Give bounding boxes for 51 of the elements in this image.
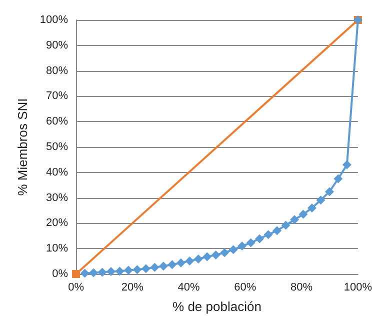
point — [307, 203, 316, 212]
x-tick-label: 100% — [344, 282, 372, 294]
y-tick-label: 70% — [46, 90, 68, 102]
x-tick-label: 20% — [121, 282, 144, 294]
point — [98, 268, 107, 277]
x-axis-title: % de población — [172, 299, 262, 314]
point — [106, 266, 116, 276]
y-tick-label: 50% — [46, 141, 68, 153]
x-tick-label: 80% — [290, 282, 313, 294]
point — [150, 262, 160, 272]
x-tick-label: 60% — [234, 282, 256, 294]
y-tick-label: 80% — [46, 64, 68, 77]
point — [281, 220, 290, 230]
point — [272, 226, 282, 236]
x-tick-label: 0% — [68, 282, 84, 294]
point — [342, 160, 352, 170]
point — [168, 260, 177, 270]
x-tick-label: 40% — [178, 282, 200, 294]
point — [72, 270, 80, 278]
y-tick-label: 40% — [46, 166, 68, 178]
point — [141, 264, 150, 274]
point — [132, 265, 142, 274]
point — [298, 210, 308, 219]
point — [334, 174, 343, 184]
y-tick-label: 60% — [46, 116, 68, 128]
point — [246, 238, 256, 248]
point — [264, 230, 273, 240]
y-tick-label: 100% — [40, 14, 68, 26]
point — [80, 268, 90, 278]
point — [220, 248, 230, 258]
point — [228, 245, 238, 254]
point — [124, 266, 133, 275]
point — [185, 256, 194, 266]
point — [115, 266, 124, 276]
point — [202, 252, 212, 262]
point — [194, 254, 203, 264]
point — [324, 187, 334, 196]
point — [211, 250, 220, 260]
y-tick-label: 30% — [46, 192, 68, 204]
y-tick-label: 0% — [52, 268, 68, 280]
point — [238, 242, 247, 251]
point — [316, 196, 326, 205]
point — [255, 234, 264, 244]
y-tick-label: 90% — [46, 39, 68, 52]
point — [158, 262, 168, 271]
point — [89, 268, 98, 278]
y-tick-label: 10% — [46, 242, 68, 255]
y-tick-label: 20% — [46, 217, 68, 230]
point — [176, 258, 186, 268]
point — [290, 215, 300, 224]
y-axis-title: % Miembros SNI — [15, 98, 30, 196]
